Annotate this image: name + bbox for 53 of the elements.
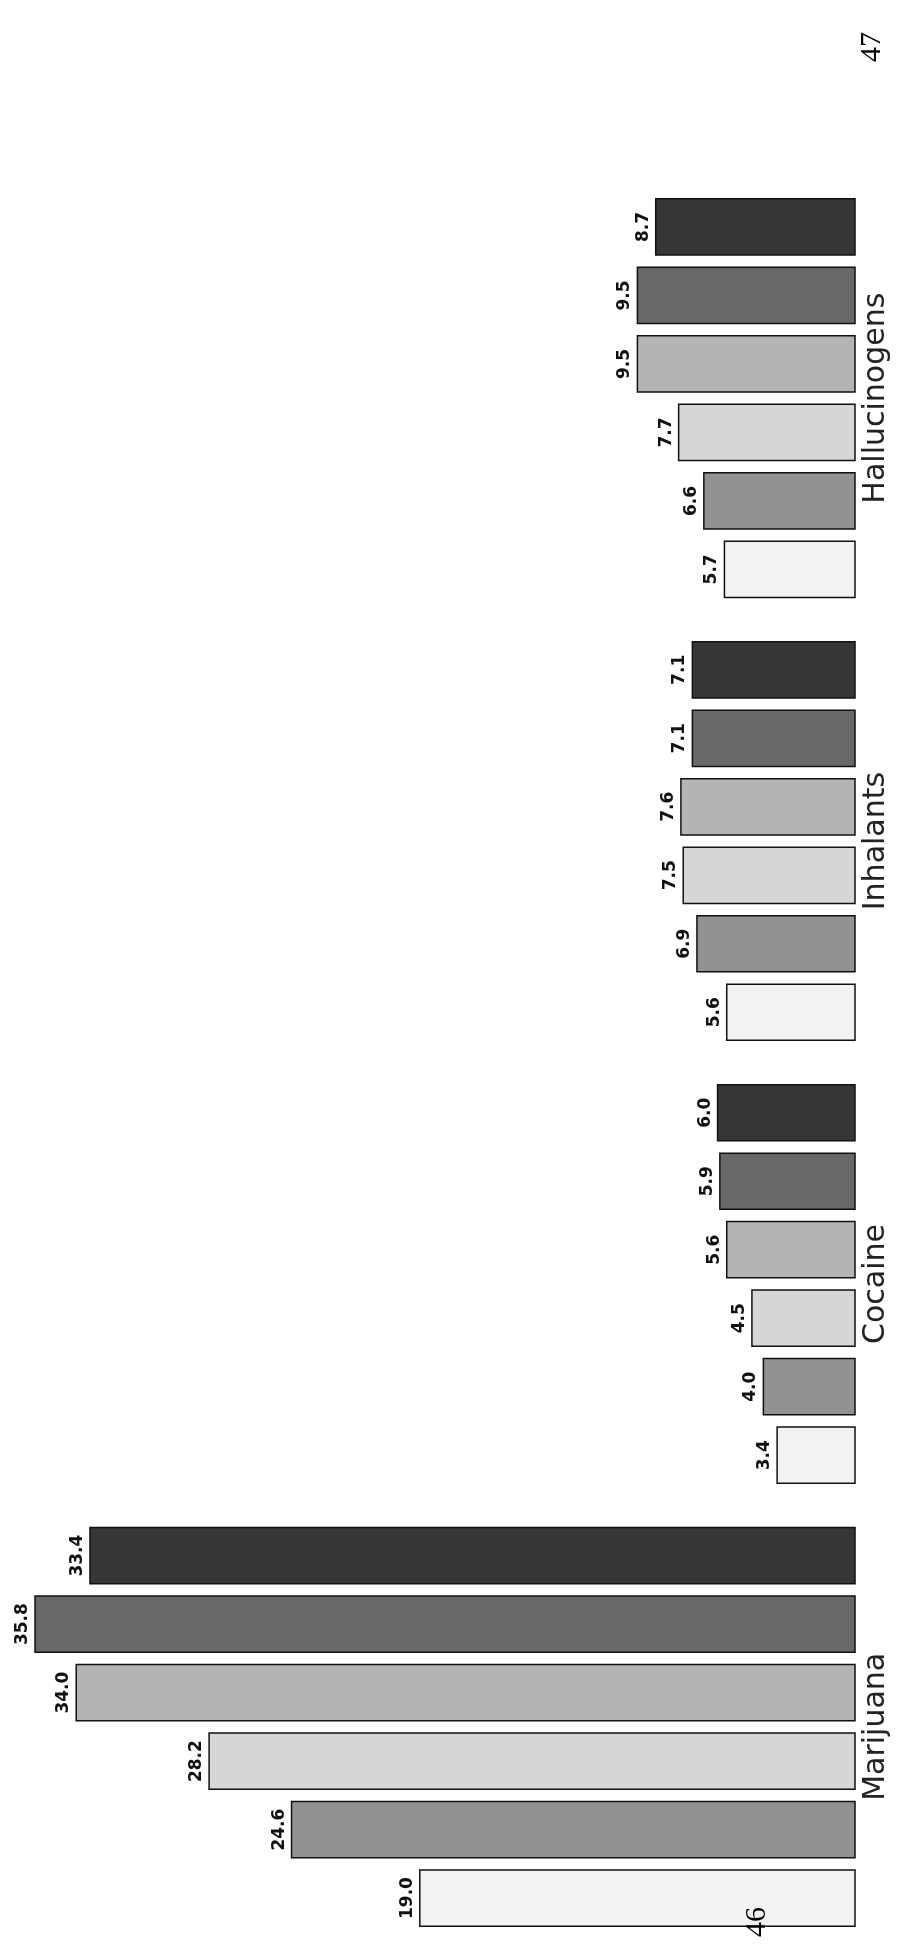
bar: [725, 1220, 856, 1279]
data-label: 7.1: [668, 654, 689, 685]
data-label: 6.6: [679, 485, 700, 516]
bar: [636, 335, 856, 393]
bar: [719, 1152, 856, 1211]
data-label: 33.4: [65, 1534, 86, 1577]
data-label: 9.5: [613, 280, 634, 311]
data-label: 3.4: [753, 1439, 774, 1471]
bar: [762, 1357, 856, 1416]
data-label: 5.6: [702, 997, 723, 1028]
bar: [654, 198, 856, 256]
bar: [682, 846, 856, 905]
annotation: 46: [738, 1907, 772, 1937]
data-label: 8.7: [631, 211, 652, 242]
bar: [691, 641, 856, 699]
data-label: 7.1: [668, 723, 689, 754]
data-label: 5.7: [700, 554, 721, 585]
bar: [677, 403, 856, 462]
data-label: 34.0: [52, 1671, 73, 1714]
data-label: 7.6: [656, 791, 677, 822]
bar: [89, 1526, 856, 1585]
data-label: 6.0: [693, 1097, 714, 1128]
data-label: 5.6: [702, 1234, 723, 1265]
bar: [680, 777, 856, 836]
data-label: 5.9: [695, 1166, 716, 1197]
bar: [636, 266, 856, 325]
bar: [725, 983, 856, 1042]
data-label: 4.0: [739, 1371, 760, 1402]
data-label: 28.2: [185, 1740, 206, 1783]
bar: [716, 1083, 856, 1142]
bar: [34, 1595, 856, 1653]
data-label: 7.7: [654, 417, 675, 448]
data-label: 35.8: [11, 1603, 31, 1646]
bar: [691, 709, 856, 768]
y-tick-label: Cocaine: [855, 1223, 891, 1344]
bar: [723, 540, 856, 599]
bar: [751, 1289, 856, 1348]
data-label: 4.5: [727, 1303, 748, 1334]
bar: [208, 1732, 856, 1790]
data-label: 6.9: [672, 928, 693, 959]
bar: [696, 914, 856, 973]
data-label: 7.5: [659, 860, 680, 891]
y-tick-label: Inhalants: [855, 771, 891, 911]
data-label: 19.0: [395, 1876, 416, 1920]
text: 47: [853, 32, 887, 62]
bar: [776, 1426, 856, 1484]
bar: [290, 1800, 856, 1859]
data-label: 9.5: [613, 348, 634, 379]
bar: [75, 1663, 856, 1722]
bar: [703, 472, 856, 530]
y-tick-label: Marijuana: [855, 1652, 891, 1801]
y-tick-label: Hallucinogens: [855, 292, 891, 504]
data-label: 24.6: [267, 1808, 288, 1851]
